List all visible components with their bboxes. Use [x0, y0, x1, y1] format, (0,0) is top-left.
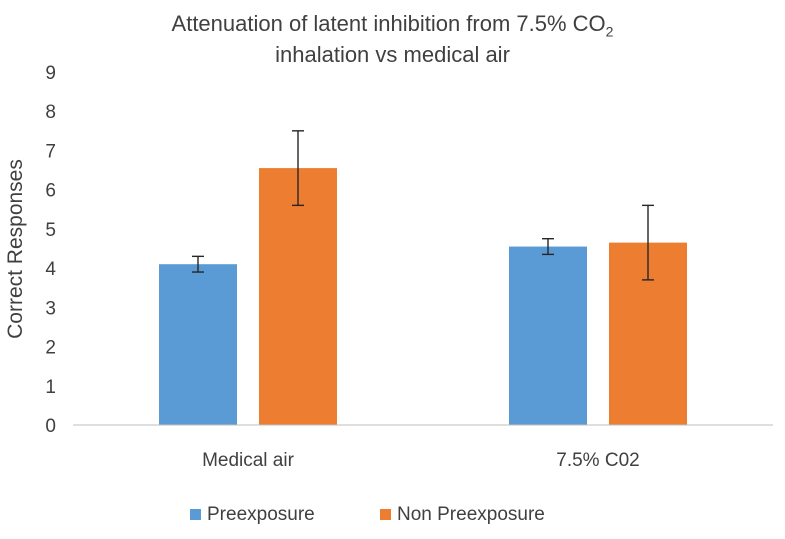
y-tick-label: 6 [45, 181, 56, 202]
y-axis-ticks: 0 1 2 3 4 5 6 7 8 9 [45, 63, 56, 437]
legend: Preexposure Non Preexposure [190, 504, 545, 525]
chart-title: Attenuation of latent inhibition from 7.… [0, 8, 785, 70]
legend-swatch-preexposure [190, 509, 201, 520]
legend-swatch-non-preexposure [380, 509, 391, 520]
y-tick-label: 8 [45, 102, 56, 123]
y-tick-label: 4 [45, 259, 56, 280]
y-tick-label: 7 [45, 141, 56, 162]
y-tick-label: 1 [45, 377, 56, 398]
bar-non-preexposure [259, 168, 337, 425]
bar-series-group [159, 168, 687, 425]
x-tick-label: Medical air [202, 450, 295, 471]
y-tick-label: 2 [45, 338, 56, 359]
y-tick-label: 0 [45, 416, 56, 437]
chart-title-line-2: inhalation vs medical air [275, 42, 510, 67]
chart-title-line-1: Attenuation of latent inhibition from 7.… [0, 8, 785, 39]
y-tick-label: 3 [45, 298, 56, 319]
chart-title-subscript: 2 [605, 23, 614, 40]
y-axis-label: Correct Responses [4, 159, 27, 339]
legend-label-preexposure: Preexposure [207, 504, 315, 525]
y-tick-label: 9 [45, 63, 56, 84]
y-tick-label: 5 [45, 220, 56, 241]
error-bar-group [192, 130, 654, 281]
legend-label-non-preexposure: Non Preexposure [397, 504, 545, 525]
y-axis-label-group: Correct Responses [4, 159, 27, 339]
chart-title-line-1-text: Attenuation of latent inhibition from 7.… [171, 11, 606, 36]
bar-preexposure [159, 264, 237, 425]
bar-preexposure [509, 246, 587, 425]
x-tick-label: 7.5% C02 [556, 450, 639, 471]
x-axis-labels: Medical air 7.5% C02 [202, 450, 640, 471]
